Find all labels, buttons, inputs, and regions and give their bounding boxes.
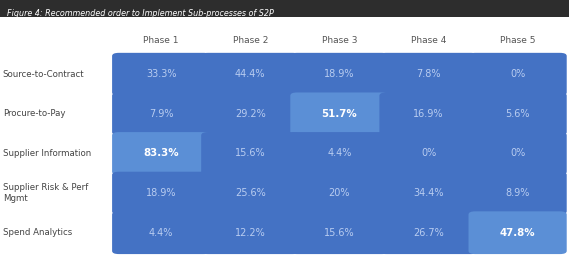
FancyBboxPatch shape xyxy=(201,211,299,254)
Text: 12.2%: 12.2% xyxy=(235,228,266,238)
Text: 29.2%: 29.2% xyxy=(235,109,266,119)
FancyBboxPatch shape xyxy=(112,92,211,135)
Text: 18.9%: 18.9% xyxy=(324,69,354,79)
Text: 15.6%: 15.6% xyxy=(235,148,266,159)
FancyBboxPatch shape xyxy=(112,53,211,96)
Text: 47.8%: 47.8% xyxy=(500,228,535,238)
FancyBboxPatch shape xyxy=(468,132,567,175)
FancyBboxPatch shape xyxy=(468,211,567,254)
Text: 7.8%: 7.8% xyxy=(417,69,441,79)
Text: Phase 4: Phase 4 xyxy=(411,36,446,45)
Text: 4.4%: 4.4% xyxy=(149,228,174,238)
FancyBboxPatch shape xyxy=(290,53,389,96)
Text: 0%: 0% xyxy=(421,148,436,159)
Text: Procure-to-Pay: Procure-to-Pay xyxy=(3,109,65,118)
Text: 51.7%: 51.7% xyxy=(321,109,357,119)
Text: 8.9%: 8.9% xyxy=(505,188,530,198)
Text: Supplier Risk & Perf
Mgmt: Supplier Risk & Perf Mgmt xyxy=(3,183,88,203)
FancyBboxPatch shape xyxy=(380,132,477,175)
Text: 7.9%: 7.9% xyxy=(149,109,174,119)
FancyBboxPatch shape xyxy=(0,0,569,17)
FancyBboxPatch shape xyxy=(201,172,299,214)
Text: 15.6%: 15.6% xyxy=(324,228,354,238)
Text: 33.3%: 33.3% xyxy=(146,69,176,79)
FancyBboxPatch shape xyxy=(290,172,389,214)
Text: Source-to-Contract: Source-to-Contract xyxy=(3,70,84,79)
FancyBboxPatch shape xyxy=(380,211,477,254)
FancyBboxPatch shape xyxy=(201,132,299,175)
FancyBboxPatch shape xyxy=(380,172,477,214)
Text: 0%: 0% xyxy=(510,148,525,159)
Text: Phase 5: Phase 5 xyxy=(500,36,535,45)
Text: 0%: 0% xyxy=(510,69,525,79)
Text: 34.4%: 34.4% xyxy=(413,188,444,198)
FancyBboxPatch shape xyxy=(468,53,567,96)
Text: 44.4%: 44.4% xyxy=(235,69,266,79)
Text: 16.9%: 16.9% xyxy=(413,109,444,119)
Text: 26.7%: 26.7% xyxy=(413,228,444,238)
FancyBboxPatch shape xyxy=(112,132,211,175)
FancyBboxPatch shape xyxy=(201,53,299,96)
Text: Phase 2: Phase 2 xyxy=(233,36,268,45)
Text: 18.9%: 18.9% xyxy=(146,188,176,198)
Text: Phase 3: Phase 3 xyxy=(321,36,357,45)
FancyBboxPatch shape xyxy=(468,92,567,135)
FancyBboxPatch shape xyxy=(112,172,211,214)
Text: 20%: 20% xyxy=(329,188,350,198)
Text: 25.6%: 25.6% xyxy=(235,188,266,198)
Text: 83.3%: 83.3% xyxy=(143,148,179,159)
FancyBboxPatch shape xyxy=(380,53,477,96)
FancyBboxPatch shape xyxy=(112,211,211,254)
Text: 4.4%: 4.4% xyxy=(327,148,352,159)
Text: Figure 4: Recommended order to Implement Sub-processes of S2P: Figure 4: Recommended order to Implement… xyxy=(7,9,274,18)
Text: 5.6%: 5.6% xyxy=(505,109,530,119)
FancyBboxPatch shape xyxy=(290,92,389,135)
Text: Spend Analytics: Spend Analytics xyxy=(3,228,72,237)
FancyBboxPatch shape xyxy=(290,132,389,175)
Text: Supplier Information: Supplier Information xyxy=(3,149,91,158)
FancyBboxPatch shape xyxy=(201,92,299,135)
FancyBboxPatch shape xyxy=(290,211,389,254)
FancyBboxPatch shape xyxy=(380,92,477,135)
Text: Phase 1: Phase 1 xyxy=(143,36,179,45)
FancyBboxPatch shape xyxy=(468,172,567,214)
